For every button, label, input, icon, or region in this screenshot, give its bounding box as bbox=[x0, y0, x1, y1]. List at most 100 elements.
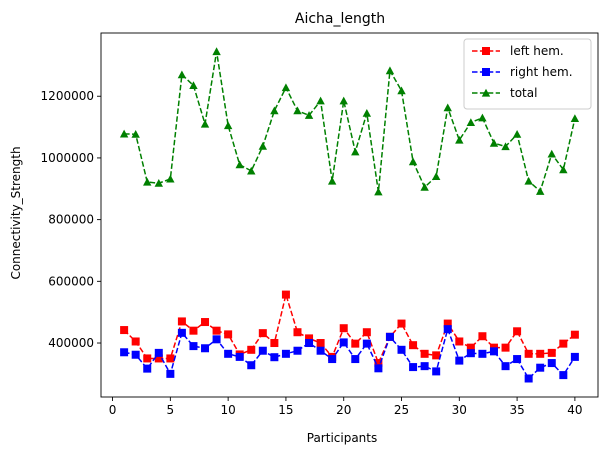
data-point bbox=[293, 328, 302, 337]
data-point bbox=[154, 348, 163, 357]
legend-marker bbox=[482, 68, 490, 76]
data-point bbox=[374, 359, 383, 368]
data-point bbox=[270, 106, 279, 115]
data-point bbox=[235, 160, 244, 169]
data-point bbox=[489, 347, 498, 356]
data-point bbox=[489, 138, 499, 147]
data-point bbox=[166, 174, 175, 183]
data-point bbox=[281, 349, 290, 358]
data-point bbox=[501, 343, 510, 352]
data-point bbox=[420, 349, 429, 358]
data-point bbox=[455, 356, 464, 365]
data-point bbox=[177, 70, 187, 79]
data-point bbox=[478, 113, 487, 122]
data-point bbox=[177, 317, 186, 326]
data-point bbox=[409, 341, 418, 350]
x-tick-label: 30 bbox=[452, 403, 467, 417]
data-point bbox=[443, 319, 452, 328]
data-point bbox=[455, 337, 464, 346]
data-point bbox=[547, 149, 556, 158]
plot-frame bbox=[100, 32, 599, 398]
y-tick-label: 800000 bbox=[48, 213, 94, 227]
series-line-0 bbox=[123, 291, 576, 366]
data-point bbox=[524, 374, 533, 383]
data-point bbox=[409, 363, 418, 372]
x-axis-label: Participants bbox=[307, 431, 378, 445]
x-tick-label: 5 bbox=[167, 403, 175, 417]
x-tick-label: 40 bbox=[567, 403, 582, 417]
data-point bbox=[536, 363, 545, 372]
data-point bbox=[154, 354, 163, 363]
data-point bbox=[143, 177, 152, 186]
legend-marker bbox=[481, 88, 491, 97]
data-point bbox=[374, 187, 383, 196]
data-point bbox=[131, 337, 140, 346]
data-point bbox=[247, 166, 256, 175]
y-tick-label: 1200000 bbox=[41, 89, 94, 103]
data-point bbox=[536, 349, 545, 358]
data-point bbox=[143, 364, 152, 373]
data-point bbox=[478, 332, 487, 341]
data-point bbox=[385, 66, 395, 75]
data-point bbox=[512, 129, 522, 138]
data-point bbox=[235, 352, 244, 361]
data-point bbox=[270, 353, 279, 362]
y-tick-label: 400000 bbox=[48, 336, 94, 350]
data-point bbox=[166, 369, 175, 378]
data-point bbox=[570, 330, 579, 339]
data-point bbox=[258, 142, 268, 150]
data-point bbox=[224, 349, 233, 358]
data-point bbox=[189, 326, 198, 335]
data-point bbox=[431, 172, 441, 181]
data-point bbox=[281, 83, 291, 92]
y-axis-label: Connectivity_Strength bbox=[9, 146, 23, 279]
data-point bbox=[362, 109, 372, 117]
data-point bbox=[166, 354, 175, 363]
data-point bbox=[362, 328, 371, 337]
x-tick-label: 35 bbox=[509, 403, 524, 417]
data-point bbox=[154, 179, 163, 187]
data-point bbox=[420, 183, 429, 191]
data-point bbox=[397, 345, 406, 354]
data-point bbox=[293, 106, 302, 115]
data-point bbox=[247, 345, 256, 354]
data-point bbox=[547, 359, 556, 368]
data-point bbox=[212, 335, 221, 344]
legend-label: right hem. bbox=[510, 65, 573, 79]
data-point bbox=[120, 326, 129, 335]
data-point bbox=[385, 332, 394, 341]
data-point bbox=[443, 103, 452, 112]
data-point bbox=[258, 329, 267, 338]
data-point bbox=[547, 348, 556, 357]
data-point bbox=[397, 319, 406, 328]
data-point bbox=[570, 114, 580, 123]
data-point bbox=[478, 349, 487, 358]
legend: left hem. right hem. total bbox=[463, 38, 592, 110]
data-point bbox=[189, 342, 198, 351]
plot-marks bbox=[119, 47, 580, 383]
chart-title: Aicha_length bbox=[295, 11, 385, 27]
data-point bbox=[143, 354, 152, 363]
data-point bbox=[339, 324, 348, 333]
data-point bbox=[374, 364, 383, 373]
data-point bbox=[351, 355, 360, 364]
legend-marker bbox=[482, 47, 490, 55]
data-point bbox=[270, 339, 279, 348]
data-point bbox=[316, 339, 325, 348]
series-line-1 bbox=[123, 326, 576, 380]
data-point bbox=[304, 111, 314, 119]
data-point bbox=[524, 349, 533, 358]
data-point bbox=[223, 121, 233, 130]
data-point bbox=[131, 350, 140, 359]
x-tick-label: 25 bbox=[394, 403, 409, 417]
data-point bbox=[177, 328, 186, 337]
y-tick-label: 1000000 bbox=[41, 151, 94, 165]
data-point bbox=[513, 327, 522, 336]
data-point bbox=[339, 96, 348, 105]
data-point bbox=[316, 96, 325, 105]
x-tick-label: 0 bbox=[109, 403, 117, 417]
series-line-2 bbox=[124, 51, 576, 193]
data-point bbox=[559, 339, 568, 348]
data-point bbox=[455, 135, 464, 144]
